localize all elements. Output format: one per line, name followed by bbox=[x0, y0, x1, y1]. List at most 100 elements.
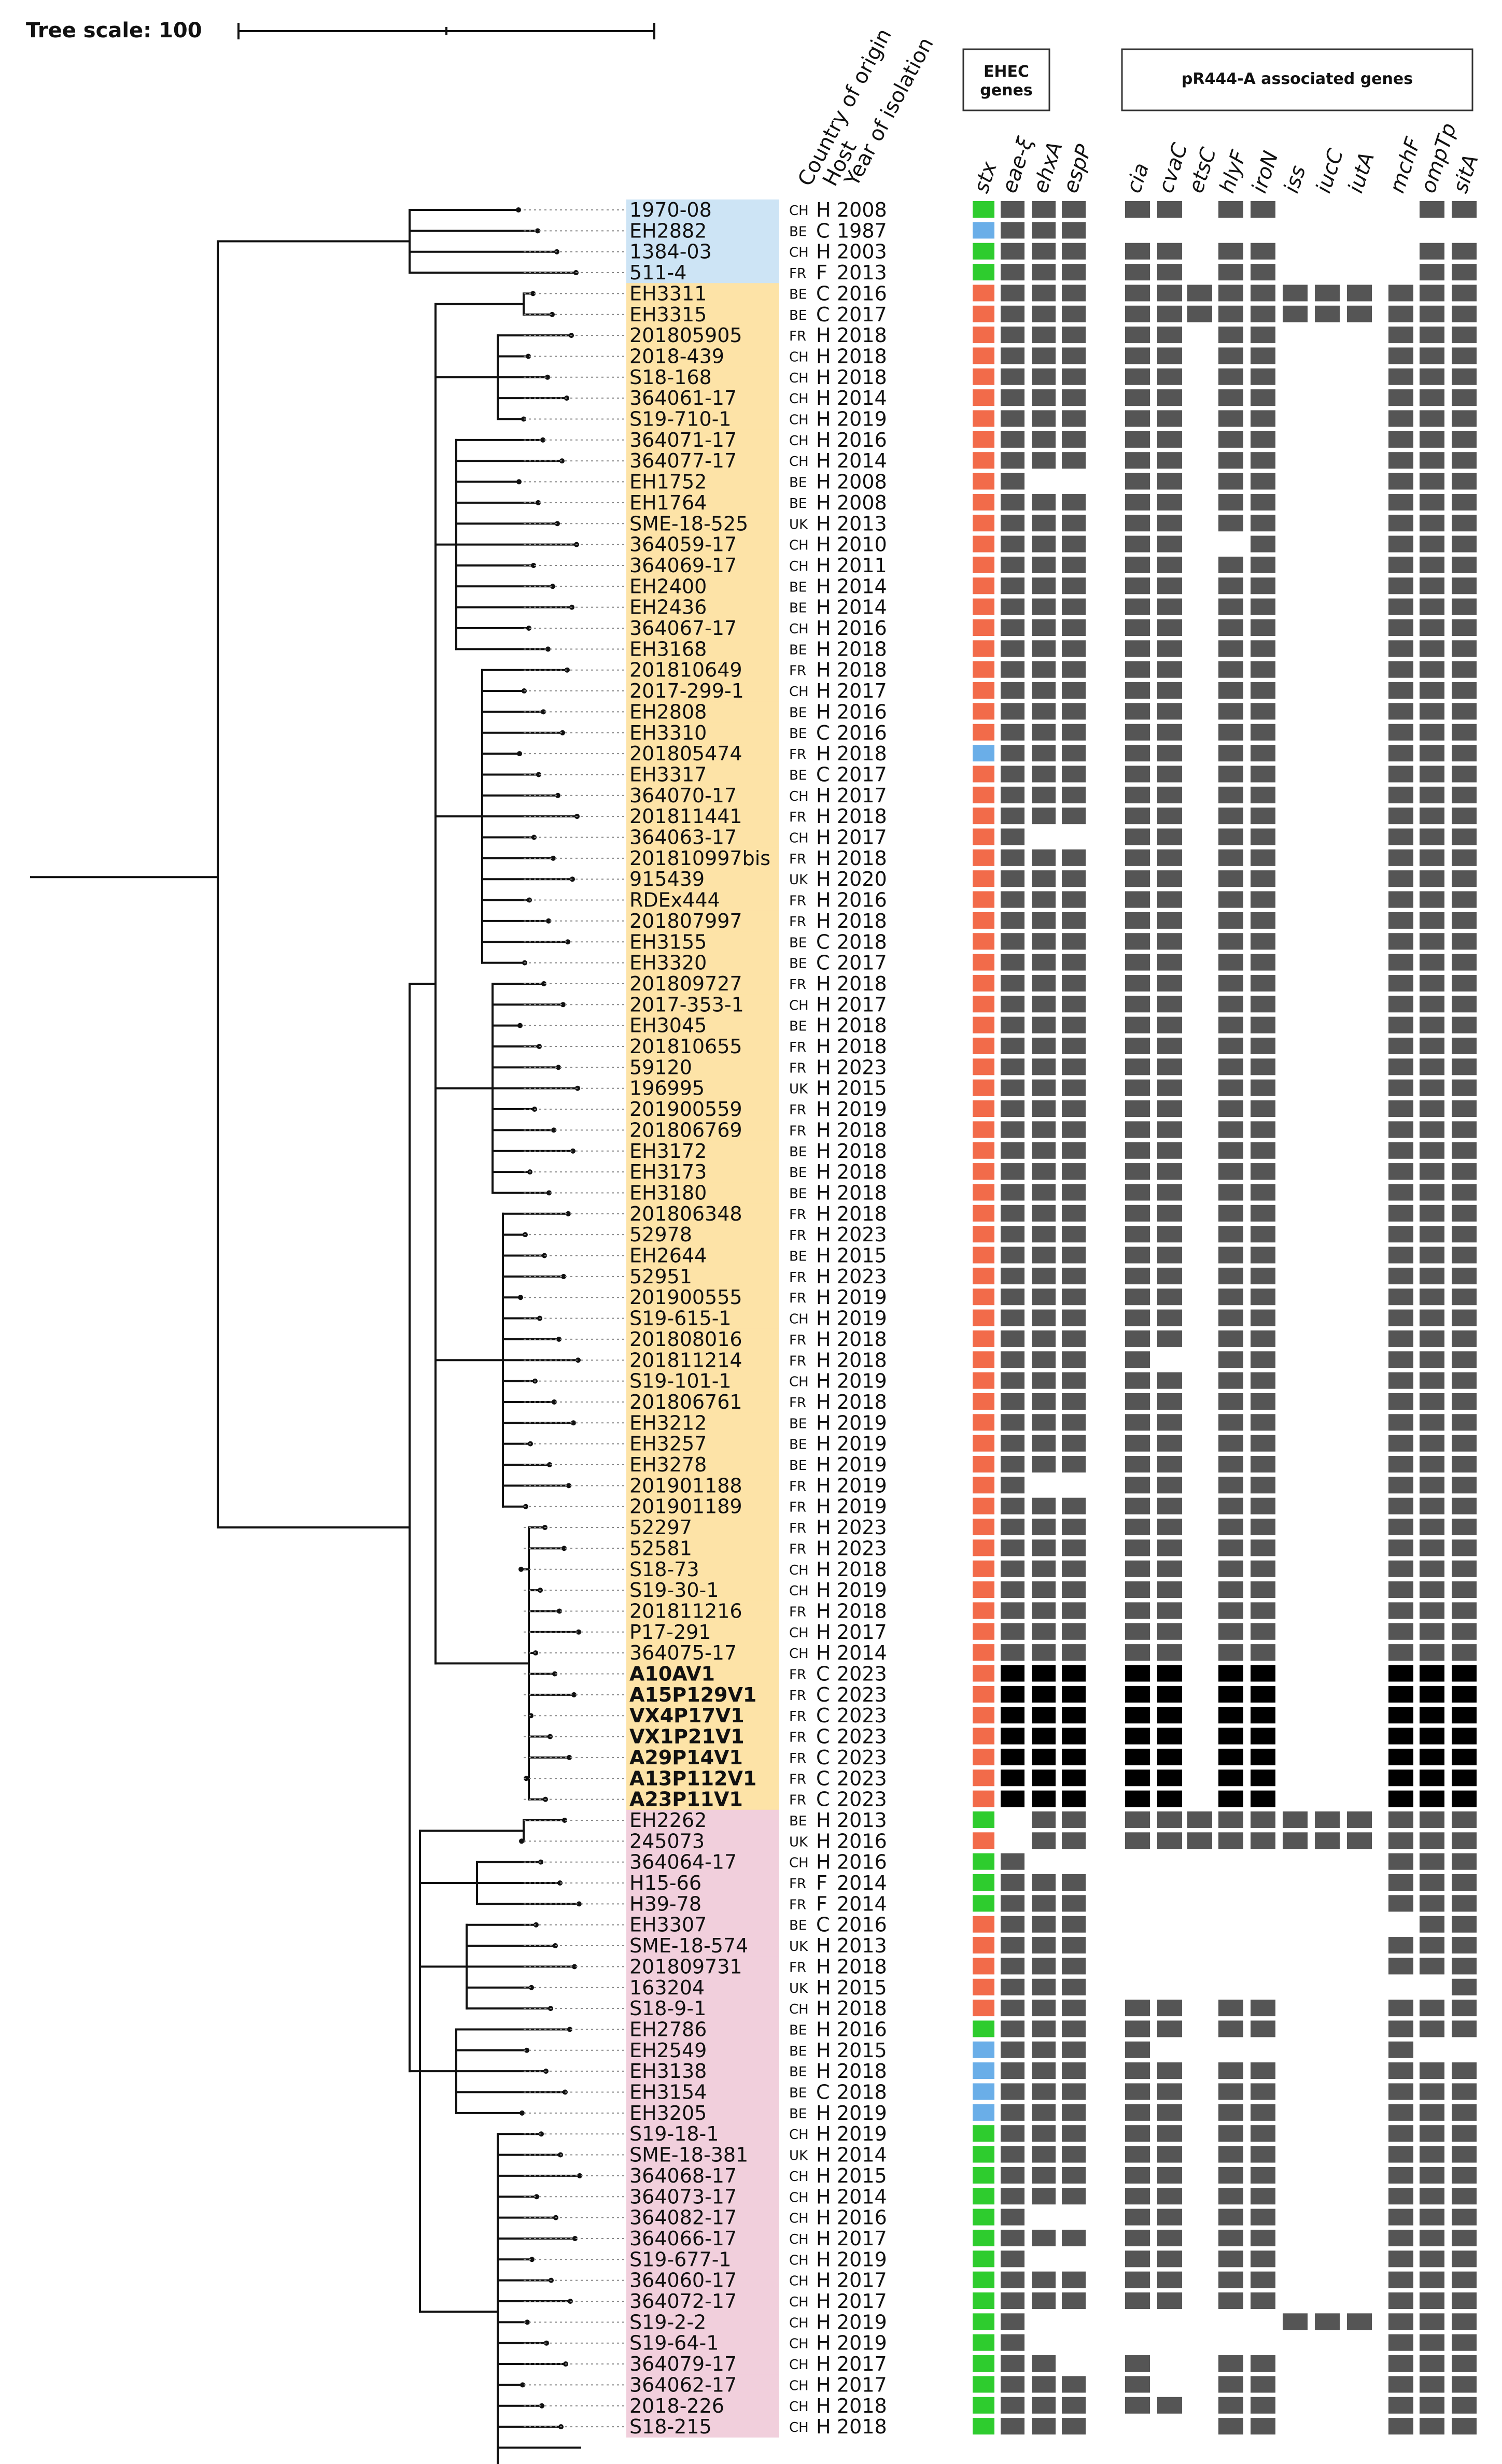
isolate-row: EH3307 BE C 2016 bbox=[524, 1914, 1477, 1936]
year-value: 2008 bbox=[837, 199, 887, 221]
isolate-label: 59120 bbox=[629, 1056, 692, 1079]
isolate-label: S19-18-1 bbox=[629, 2122, 719, 2145]
ehec-gene-cell bbox=[1001, 849, 1024, 866]
plasmid-gene-cell bbox=[1157, 1644, 1182, 1661]
host-code: H bbox=[816, 2353, 831, 2375]
plasmid-gene-cell bbox=[1420, 2250, 1444, 2268]
country-code: CH bbox=[789, 559, 809, 574]
stx-cell bbox=[973, 2062, 994, 2079]
isolate-row: A15P129V1 FR C 2023 bbox=[524, 1683, 1477, 1706]
plasmid-gene-cell bbox=[1452, 2188, 1477, 2205]
stx-cell bbox=[973, 1853, 994, 1870]
year-value: 2019 bbox=[837, 2311, 887, 2333]
ehec-gene-cell bbox=[1001, 682, 1024, 699]
plasmid-gene-cell bbox=[1157, 2208, 1182, 2226]
host-code: H bbox=[816, 2102, 831, 2125]
clade-highlight bbox=[626, 2019, 779, 2041]
plasmid-gene-cell bbox=[1218, 703, 1243, 720]
year-value: 2013 bbox=[837, 512, 887, 535]
ehec-gene-cell bbox=[1062, 410, 1086, 427]
plasmid-gene-cell bbox=[1251, 1623, 1275, 1640]
isolate-row: EH2400 BE H 2014 bbox=[524, 575, 1477, 598]
plasmid-gene-cell bbox=[1218, 1832, 1243, 1849]
plasmid-gene-cell bbox=[1125, 2229, 1150, 2246]
isolate-label: 364067-17 bbox=[629, 617, 737, 640]
plasmid-gene-cell bbox=[1420, 1121, 1444, 1138]
host-code: C bbox=[816, 1767, 830, 1790]
ehec-gene-cell bbox=[1062, 1665, 1086, 1682]
ehec-gene-cell bbox=[1001, 974, 1024, 992]
stx-cell bbox=[973, 2208, 994, 2226]
ehec-gene-cell bbox=[1032, 1811, 1056, 1828]
stx-cell bbox=[973, 2020, 994, 2037]
plasmid-gene-cell bbox=[1452, 1539, 1477, 1556]
ehec-gene-cell bbox=[1001, 1351, 1024, 1368]
ehec-gene-cell bbox=[1032, 1539, 1056, 1556]
plasmid-gene-cell bbox=[1251, 1226, 1275, 1243]
year-value: 2019 bbox=[837, 1453, 887, 1476]
year-value: 2016 bbox=[837, 889, 887, 912]
ehec-gene-cell bbox=[1032, 598, 1056, 615]
ehec-gene-cell bbox=[1062, 1874, 1086, 1891]
stx-cell bbox=[973, 1811, 994, 1828]
plasmid-gene-cell bbox=[1388, 2313, 1413, 2330]
plasmid-gene-cell bbox=[1452, 682, 1477, 699]
year-value: 2014 bbox=[837, 575, 887, 598]
plasmid-gene-cell bbox=[1388, 1121, 1413, 1138]
ehec-gene-cell bbox=[1062, 2166, 1086, 2184]
plasmid-gene-cell bbox=[1157, 1581, 1182, 1598]
plasmid-gene-cell bbox=[1420, 2334, 1444, 2351]
year-value: 2014 bbox=[837, 1872, 887, 1894]
ehec-gene-cell bbox=[1032, 389, 1056, 406]
host-code: H bbox=[816, 366, 831, 389]
year-value: 2019 bbox=[837, 2332, 887, 2355]
year-value: 2014 bbox=[837, 1892, 887, 1915]
stx-cell bbox=[973, 1644, 994, 1661]
plasmid-gene-cell bbox=[1218, 2355, 1243, 2372]
plasmid-gene-cell bbox=[1388, 2355, 1413, 2372]
plasmid-gene-cell bbox=[1218, 201, 1243, 218]
isolate-label: SME-18-525 bbox=[629, 512, 748, 535]
ehec-gene-cell bbox=[1001, 912, 1024, 929]
plasmid-gene-cell bbox=[1251, 1016, 1275, 1033]
ehec-gene-cell bbox=[1001, 285, 1024, 302]
ehec-gene-cell bbox=[1001, 2125, 1024, 2142]
country-code: FR bbox=[789, 1709, 806, 1724]
ehec-gene-cell bbox=[1001, 305, 1024, 322]
country-code: BE bbox=[789, 1437, 807, 1453]
ehec-gene-cell bbox=[1032, 222, 1056, 239]
plasmid-gene-cell bbox=[1388, 1142, 1413, 1159]
ehec-gene-cell bbox=[1001, 786, 1024, 803]
isolate-row: 364079-17 CH H 2017 bbox=[524, 2353, 1477, 2375]
ehec-gene-cell bbox=[1062, 1205, 1086, 1222]
ehec-gene-cell bbox=[1032, 1895, 1056, 1912]
ehec-gene-cell bbox=[1062, 1916, 1086, 1933]
isolate-label: EH3180 bbox=[629, 1181, 707, 1204]
host-code: H bbox=[816, 2395, 831, 2417]
host-code: H bbox=[816, 1934, 831, 1957]
plasmid-gene-cell bbox=[1251, 2355, 1275, 2372]
plasmid-gene-cell bbox=[1388, 2166, 1413, 2184]
plasmid-gene-cell bbox=[1251, 2292, 1275, 2309]
ehec-gene-cell bbox=[1001, 515, 1024, 532]
ehec-gene-cell bbox=[1062, 327, 1086, 344]
plasmid-gene-cell bbox=[1452, 1560, 1477, 1577]
clade-highlight bbox=[626, 597, 779, 618]
host-code: H bbox=[816, 2164, 831, 2187]
plasmid-gene-cell bbox=[1218, 2020, 1243, 2037]
clade-highlight bbox=[626, 2102, 779, 2124]
plasmid-gene-cell bbox=[1157, 493, 1182, 511]
plasmid-gene-cell bbox=[1157, 2229, 1182, 2246]
year-value: 2018 bbox=[837, 847, 887, 870]
host-code: H bbox=[816, 1223, 831, 1246]
ehec-gene-cell bbox=[1032, 2166, 1056, 2184]
plasmid-gene-cell bbox=[1420, 201, 1444, 218]
country-code: UK bbox=[789, 517, 808, 532]
isolate-label: A15P129V1 bbox=[629, 1683, 756, 1706]
ehec-gene-cell bbox=[1001, 2208, 1024, 2226]
host-code: H bbox=[816, 1244, 831, 1267]
country-code: CH bbox=[789, 1375, 809, 1390]
plasmid-gene-cell bbox=[1157, 661, 1182, 678]
plasmid-gene-cell bbox=[1452, 1811, 1477, 1828]
host-code: H bbox=[816, 199, 831, 221]
